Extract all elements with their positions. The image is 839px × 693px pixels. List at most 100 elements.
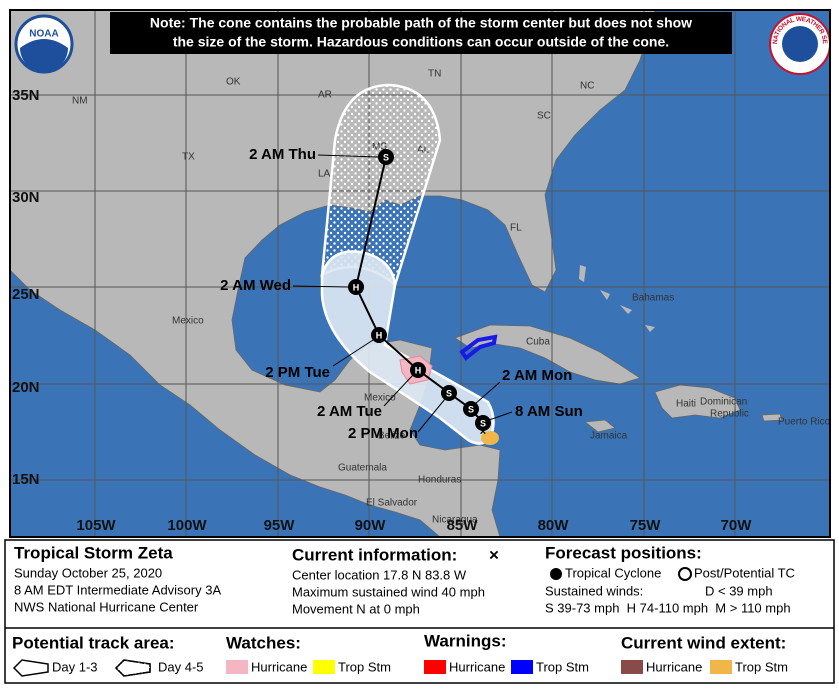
warning-hurricane-label: Hurricane: [449, 659, 505, 674]
place-label: NC: [580, 81, 594, 92]
land-puerto-rico: [761, 413, 783, 422]
point-3: H 2 AM Tue: [317, 362, 426, 420]
warning-hurricane-swatch: [424, 660, 446, 674]
watch-hurricane-label: Hurricane: [251, 659, 307, 674]
map: NM OK AR TN NC SC TX MS AL LA FL Bahamas…: [10, 10, 830, 537]
label-leader: [317, 154, 379, 158]
watches-title: Watches:: [226, 633, 301, 652]
map-frame: [9, 9, 831, 538]
point-label: 2 AM Mon: [502, 367, 572, 384]
point-label: 2 AM Tue: [317, 403, 382, 420]
point-symbol: H: [415, 365, 422, 375]
post-tc-label: Post/Potential TC: [694, 565, 795, 580]
warning-trop-swatch: [511, 660, 533, 674]
watch-trop-label: Trop Stm: [338, 659, 391, 674]
point-2: H 2 PM Tue: [265, 327, 387, 381]
legend-box: [4, 539, 835, 684]
extent-trop-swatch: [710, 660, 732, 674]
lon-label: 90W: [355, 517, 387, 534]
place-label: TX: [182, 152, 195, 163]
current-title: Current information:: [292, 545, 457, 564]
place-label: NM: [72, 96, 88, 107]
watch-trop-swatch: [313, 660, 335, 674]
day45-icon-outline: [114, 659, 151, 677]
point-symbol: H: [353, 282, 360, 292]
legend: Tropical Storm Zeta Sunday October 25, 2…: [4, 539, 835, 684]
winds-categories: S 39-73 mph H 74-110 mph M > 110 mph: [545, 600, 791, 615]
logo-center: [782, 26, 818, 62]
point-label: 8 AM Sun: [515, 403, 583, 420]
place-label: Guatemala: [338, 463, 387, 474]
post-tc-symbol: [678, 567, 692, 581]
lon-label: 70W: [721, 517, 753, 534]
lon-label: 85W: [447, 517, 479, 534]
point-symbol: H: [376, 330, 383, 340]
lon-label: 105W: [76, 517, 116, 534]
place-label: Mexico: [364, 393, 396, 404]
point-symbol: S: [446, 388, 452, 398]
place-label: Haiti: [676, 399, 696, 410]
place-label: LA: [318, 169, 331, 180]
land-hispaniola: [654, 384, 741, 419]
place-label: Honduras: [418, 475, 461, 486]
lon-label: 100W: [167, 517, 207, 534]
point-4: S 2 PM Mon: [348, 385, 457, 442]
place-label: El Salvador: [366, 498, 418, 509]
place-label: SC: [537, 111, 551, 122]
point-marker: [371, 327, 387, 343]
center: NWS National Hurricane Center: [14, 599, 199, 614]
day45-label: Day 4-5: [158, 659, 204, 674]
logo-shape: [20, 39, 68, 72]
place-label: Nicaragua: [432, 515, 478, 526]
label-leader: [292, 285, 349, 288]
wind-extent-trop-storm: [481, 431, 499, 445]
place-label: OK: [226, 77, 241, 88]
lat-label: 35N: [12, 87, 40, 104]
place-label: Cuba: [526, 337, 550, 348]
warning-trop-label: Trop Stm: [536, 659, 589, 674]
label-leader: [332, 339, 374, 367]
point-symbol: S: [480, 418, 486, 428]
place-label: FL: [510, 223, 522, 234]
point-label: 2 AM Wed: [220, 277, 291, 294]
lat-label: 15N: [12, 471, 40, 488]
point-marker: [348, 279, 364, 295]
point-marker: [475, 415, 491, 431]
warnings-title: Warnings:: [424, 631, 506, 650]
extent-hurricane-label: Hurricane: [646, 659, 702, 674]
wind-extent-title: Current wind extent:: [621, 633, 786, 652]
place-labels: NM OK AR TN NC SC TX MS AL LA FL Bahamas…: [72, 69, 830, 526]
point-symbol: S: [383, 152, 389, 162]
point-0: S 2 AM Thu: [249, 146, 394, 165]
current-position: ×: [480, 426, 486, 438]
current-marker: ×: [489, 545, 499, 564]
place-label: Dominican: [700, 397, 747, 408]
point-marker: [463, 401, 479, 417]
lat-label: 30N: [12, 189, 40, 206]
logo-text: NOAA: [29, 29, 58, 40]
land-jamaica: [583, 419, 616, 433]
tc-symbol: [550, 568, 562, 580]
point-label: 2 PM Mon: [348, 425, 418, 442]
lon-label: 80W: [538, 517, 570, 534]
lon-labels: 105W 100W 95W 90W 85W 80W 75W 70W: [76, 517, 752, 534]
day13-label: Day 1-3: [52, 659, 98, 674]
place-label: TN: [428, 69, 441, 80]
extent-hurricane-swatch: [621, 660, 643, 674]
current-movement: Movement N at 0 mph: [292, 601, 420, 616]
point-label: 2 AM Thu: [249, 146, 316, 163]
lon-label: 95W: [264, 517, 296, 534]
point-1: H 2 AM Wed: [220, 277, 364, 295]
tc-label: Tropical Cyclone: [565, 565, 661, 580]
place-label: Belize: [378, 431, 406, 442]
track-title: Potential track area:: [12, 633, 175, 652]
note-line: the size of the storm. Hazardous conditi…: [173, 34, 669, 50]
lon-label: 75W: [630, 517, 662, 534]
place-label: AR: [318, 90, 332, 101]
day45-icon-fill: [116, 660, 150, 676]
grid: [10, 10, 830, 537]
label-leader: [488, 411, 513, 421]
label-leader: [417, 398, 446, 433]
point-marker: [441, 385, 457, 401]
